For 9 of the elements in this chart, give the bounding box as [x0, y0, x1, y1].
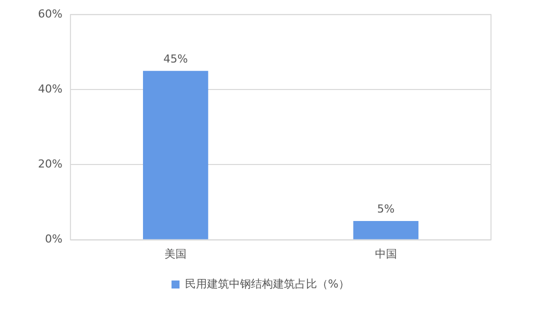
y-tick-label: 0% — [44, 232, 62, 246]
legend-label: 民用建筑中钢结构建筑占比（%） — [185, 277, 350, 290]
data-label: 45% — [163, 52, 188, 66]
y-tick-label: 60% — [38, 7, 62, 20]
x-tick-label: 美国 — [164, 247, 187, 260]
x-tick-label: 中国 — [374, 247, 397, 260]
y-tick-label: 20% — [38, 158, 62, 171]
data-label: 5% — [377, 202, 395, 216]
y-tick-label: 40% — [38, 82, 62, 96]
